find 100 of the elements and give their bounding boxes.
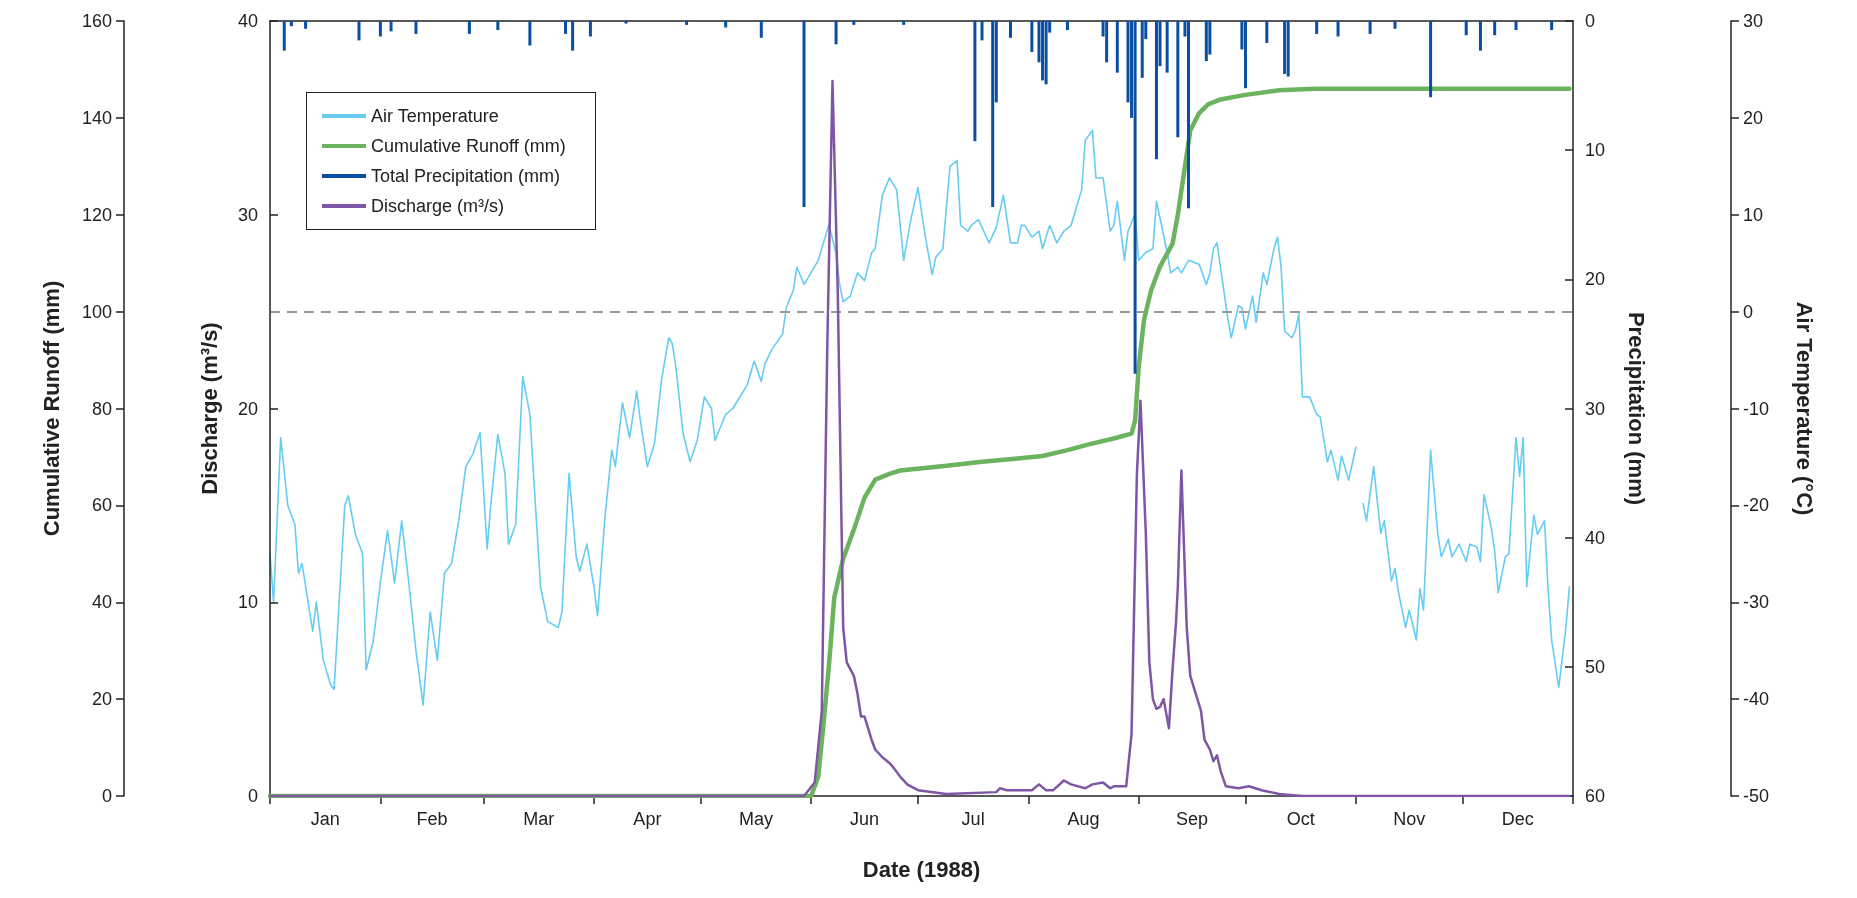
y3-tick-label: 30 — [1585, 398, 1606, 419]
legend-label: Air Temperature — [371, 106, 499, 126]
bar — [1336, 21, 1340, 37]
y3-tick-label: 20 — [1585, 269, 1606, 290]
bar — [1115, 21, 1119, 73]
y2-axis-title: Discharge (m³/s) — [196, 322, 222, 495]
bar — [1429, 21, 1433, 98]
y-tick-label: -30 — [1743, 592, 1770, 613]
bar — [588, 21, 592, 37]
bar — [1204, 21, 1208, 62]
y-tick-label: 140 — [81, 107, 112, 128]
bar — [1514, 21, 1518, 31]
y3-tick-label: 50 — [1585, 656, 1606, 677]
y-tick-label: 0 — [1743, 301, 1754, 322]
bar — [496, 21, 500, 31]
bar — [571, 21, 575, 51]
x-tick-label: Nov — [1393, 809, 1426, 829]
bar — [991, 21, 995, 207]
bar — [973, 21, 977, 142]
bar — [1176, 21, 1180, 138]
legend-label: Discharge (m³/s) — [371, 196, 505, 216]
bar — [289, 21, 293, 27]
x-tick-label: Jul — [961, 809, 985, 829]
bar — [902, 21, 906, 25]
y3-axis-title: Precipitation (mm) — [1623, 311, 1649, 506]
x-tick-label: Apr — [633, 809, 662, 829]
y3-tick-label: 10 — [1585, 140, 1606, 161]
bar — [378, 21, 382, 37]
y3-tick-label: 40 — [1585, 527, 1606, 548]
bar — [1393, 21, 1397, 29]
x-tick-label: Jan — [310, 809, 340, 829]
y2-tick-label: 10 — [237, 592, 258, 613]
bar — [802, 21, 806, 207]
y-tick-label: 0 — [101, 786, 112, 806]
bar — [414, 21, 418, 34]
x-tick-label: Jun — [850, 809, 880, 829]
bar — [980, 21, 984, 41]
x-tick-label: Aug — [1067, 809, 1100, 829]
x-tick-label: Dec — [1501, 809, 1534, 829]
y-tick-label: 10 — [1743, 204, 1764, 225]
y-tick-label: -20 — [1743, 495, 1770, 516]
y2-tick-label: 20 — [237, 398, 258, 419]
bar — [1133, 21, 1137, 374]
bar — [1041, 21, 1045, 81]
y-tick-label: 20 — [1743, 107, 1764, 128]
bar — [1243, 21, 1247, 89]
bar — [1368, 21, 1372, 34]
bar — [1478, 21, 1482, 51]
x-tick-label: May — [738, 809, 773, 829]
bar — [759, 21, 763, 38]
legend-label: Total Precipitation (mm) — [371, 166, 561, 186]
y-axis-title: Air Temperature (°C) — [1791, 301, 1817, 516]
bar — [1315, 21, 1319, 34]
bar — [624, 21, 628, 24]
bar — [1154, 21, 1158, 160]
bar — [1044, 21, 1048, 85]
legend-label: Cumulative Runoff (mm) — [371, 136, 566, 156]
y-tick-label: 80 — [91, 398, 112, 419]
bar — [1065, 21, 1069, 31]
y-tick-label: 40 — [91, 592, 112, 613]
bar — [1286, 21, 1290, 77]
x-tick-label: Feb — [416, 809, 448, 829]
y-tick-label: -10 — [1743, 398, 1770, 419]
bar — [1493, 21, 1497, 36]
y3-tick-label: 0 — [1585, 11, 1596, 31]
x-tick-label: Mar — [523, 809, 555, 829]
bar — [304, 21, 308, 29]
y-tick-label: 20 — [91, 689, 112, 710]
bar — [389, 21, 393, 32]
y-tick-label: 30 — [1743, 11, 1764, 31]
bar — [1140, 21, 1144, 78]
y2-tick-label: 0 — [247, 786, 258, 806]
bar — [852, 21, 856, 25]
bar — [724, 21, 728, 28]
bar — [1165, 21, 1169, 73]
bar — [1030, 21, 1034, 52]
y3-tick-label: 60 — [1585, 786, 1606, 806]
y-axis-title: Cumulative Runoff (mm) — [38, 280, 64, 537]
bar — [1105, 21, 1109, 63]
bar — [834, 21, 838, 45]
bar — [528, 21, 532, 46]
bar — [1283, 21, 1287, 74]
x-tick-label: Sep — [1176, 809, 1209, 829]
x-axis-title: Date (1988) — [862, 856, 981, 882]
bar — [1550, 21, 1554, 31]
bar — [685, 21, 689, 25]
y-tick-label: 100 — [81, 301, 112, 322]
x-tick-label: Oct — [1286, 809, 1315, 829]
bar — [1187, 21, 1191, 209]
y-tick-label: 60 — [91, 495, 112, 516]
y-tick-label: 160 — [81, 11, 112, 31]
y2-tick-label: 30 — [237, 204, 258, 225]
y-tick-label: -50 — [1743, 786, 1770, 806]
bar — [357, 21, 361, 41]
bar — [1265, 21, 1269, 43]
bar — [563, 21, 567, 34]
y-tick-label: 120 — [81, 204, 112, 225]
y-tick-label: -40 — [1743, 689, 1770, 710]
y2-tick-label: 40 — [237, 11, 258, 31]
bar — [467, 21, 471, 34]
